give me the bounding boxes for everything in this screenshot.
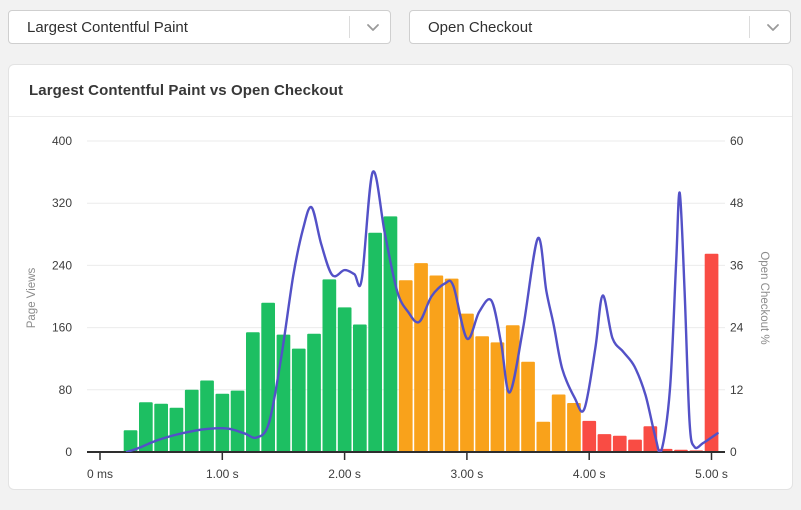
chart-title: Largest Contentful Paint vs Open Checkou… [29,82,344,99]
histogram-bar[interactable] [582,420,597,452]
histogram-bar[interactable] [353,324,367,453]
conversion-dropdown-value: Open Checkout [428,18,533,36]
left-axis-tick-label: 160 [52,321,72,335]
histogram-bar[interactable] [123,430,138,452]
right-axis-tick-label: 60 [730,134,744,148]
x-axis-tick-label: 1.00 s [206,467,239,481]
right-axis-tick-label: 12 [730,383,744,397]
metric-dropdown[interactable]: Largest Contentful Paint [8,10,391,44]
dropdown-separator [749,16,750,38]
conversion-line [125,170,719,452]
histogram-bar[interactable] [200,380,214,453]
chart-canvas: 0 0 80 12 160 24 240 36 320 48 400 60 0 ms 1.00 s 2.00… [26,134,770,481]
x-axis-tick-label: 0 ms [87,467,113,481]
left-axis-tick-label: 240 [52,258,72,272]
histogram-bar[interactable] [475,336,489,452]
histogram-bar[interactable] [597,434,612,452]
histogram-bar[interactable] [383,216,398,452]
histogram-bar[interactable] [154,403,168,452]
histogram-bar[interactable] [261,302,275,452]
chart-card-header: Largest Contentful Paint vs Open Checkou… [9,65,792,117]
left-axis-tick-label: 320 [52,196,72,210]
histogram-bar[interactable] [460,313,474,452]
left-axis-tick-label: 80 [59,383,73,397]
histogram-bar[interactable] [307,333,321,452]
metric-dropdown-value: Largest Contentful Paint [27,18,188,36]
chevron-down-icon [760,23,786,32]
left-axis-tick-label: 400 [52,134,72,148]
histogram-bar[interactable] [169,407,184,452]
histogram-bar[interactable] [337,307,352,452]
histogram-bar[interactable] [612,435,627,452]
histogram-bar[interactable] [291,348,306,452]
histogram-bar[interactable] [429,275,444,453]
histogram-bar[interactable] [276,334,291,452]
chevron-down-icon [360,23,386,32]
histogram-bar[interactable] [398,280,413,452]
histogram-bar[interactable] [628,439,642,452]
left-axis-title: Page Views [26,267,38,328]
right-axis-tick-label: 0 [730,445,737,459]
x-axis-tick-label: 4.00 s [573,467,606,481]
histogram-bar[interactable] [414,263,428,452]
right-axis-tick-label: 24 [730,321,744,335]
histogram-bar[interactable] [230,390,245,452]
histogram-bar[interactable] [322,279,337,452]
x-axis-tick-label: 5.00 s [695,467,728,481]
left-axis-tick-label: 0 [65,445,72,459]
histogram-bar[interactable] [536,421,551,452]
right-axis-tick-label: 48 [730,196,744,210]
histogram-bar[interactable] [215,393,230,452]
histogram-bar[interactable] [704,253,719,452]
histogram-bar[interactable] [490,342,505,452]
histogram-bar[interactable] [567,403,581,452]
conversion-dropdown[interactable]: Open Checkout [409,10,791,44]
histogram-bar[interactable] [551,394,566,453]
right-axis-title: Open Checkout % [758,251,770,344]
x-axis-tick-label: 3.00 s [451,467,484,481]
chart-card: Largest Contentful Paint vs Open Checkou… [8,64,793,490]
histogram-bar[interactable] [246,332,260,452]
histogram-bar[interactable] [444,278,459,452]
x-axis-tick-label: 2.00 s [328,467,361,481]
histogram-bar[interactable] [184,389,199,452]
right-axis-tick-label: 36 [730,258,744,272]
histogram-bar[interactable] [139,402,153,452]
histogram-bar[interactable] [505,325,520,452]
histogram-bar[interactable] [368,232,382,452]
histogram-bar[interactable] [521,361,535,452]
dropdown-separator [349,16,350,38]
